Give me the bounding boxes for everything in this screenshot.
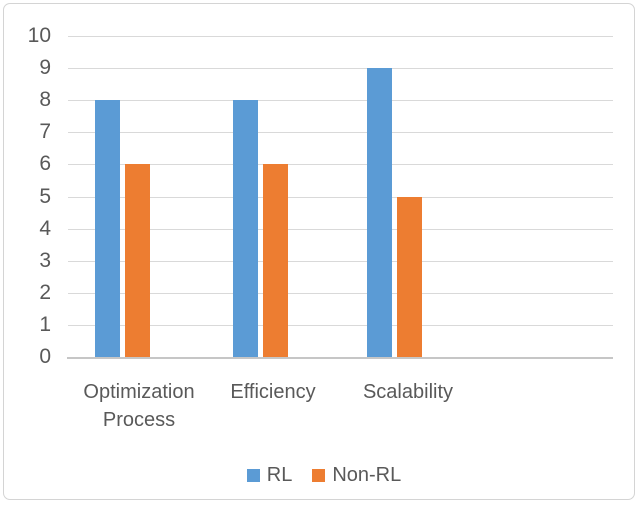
bar-chart: 0 1 2 3 4 5 6 7 8 9 10 Optimization Process Efficien… (3, 3, 635, 500)
bar-rl (232, 100, 258, 357)
gridline (68, 196, 613, 198)
bar-non-rl (397, 196, 422, 357)
y-axis-tick-label: 3 (39, 248, 51, 272)
plot-area: 0 1 2 3 4 5 6 7 8 9 10 Optimization Process Efficien… (4, 4, 640, 464)
y-axis-tick-label: 2 (39, 280, 51, 304)
y-axis-tick-label: 1 (39, 312, 51, 336)
legend-item: Non-RL (312, 465, 401, 485)
gridline (68, 36, 613, 37)
gridline (68, 100, 613, 102)
gridline (68, 164, 613, 166)
y-axis-tick-label: 10 (27, 24, 51, 47)
legend-swatch-icon (312, 468, 326, 482)
y-axis-tick-label: 7 (39, 120, 51, 144)
y-axis-tick-label: 6 (39, 152, 51, 176)
gridline (68, 132, 613, 134)
x-axis-category-label: Efficiency (230, 381, 316, 403)
x-axis-category-label: Scalability (362, 381, 454, 403)
legend-label: Non-RL (332, 464, 402, 486)
legend-label: RL (266, 464, 293, 486)
gridline (68, 68, 613, 70)
bar-non-rl (125, 164, 150, 357)
bar-non-rl (262, 164, 288, 357)
x-axis-category-label: Optimization Process (83, 381, 195, 431)
y-axis-tick-label: 8 (39, 88, 51, 112)
gridline (68, 228, 613, 230)
y-axis-tick-label: 0 (39, 345, 51, 368)
y-axis-tick-label: 5 (39, 184, 51, 208)
y-axis-tick-label: 9 (39, 56, 51, 80)
gridline (68, 292, 613, 294)
legend-swatch-icon (246, 468, 260, 482)
gridline (68, 260, 613, 262)
legend: RL Non-RL (4, 462, 640, 488)
gridline (68, 324, 613, 326)
legend-item: RL (246, 464, 293, 486)
bar-rl (367, 68, 392, 357)
x-axis-line (67, 357, 613, 359)
y-axis-tick-label: 4 (39, 216, 51, 240)
bar-rl (95, 100, 120, 357)
